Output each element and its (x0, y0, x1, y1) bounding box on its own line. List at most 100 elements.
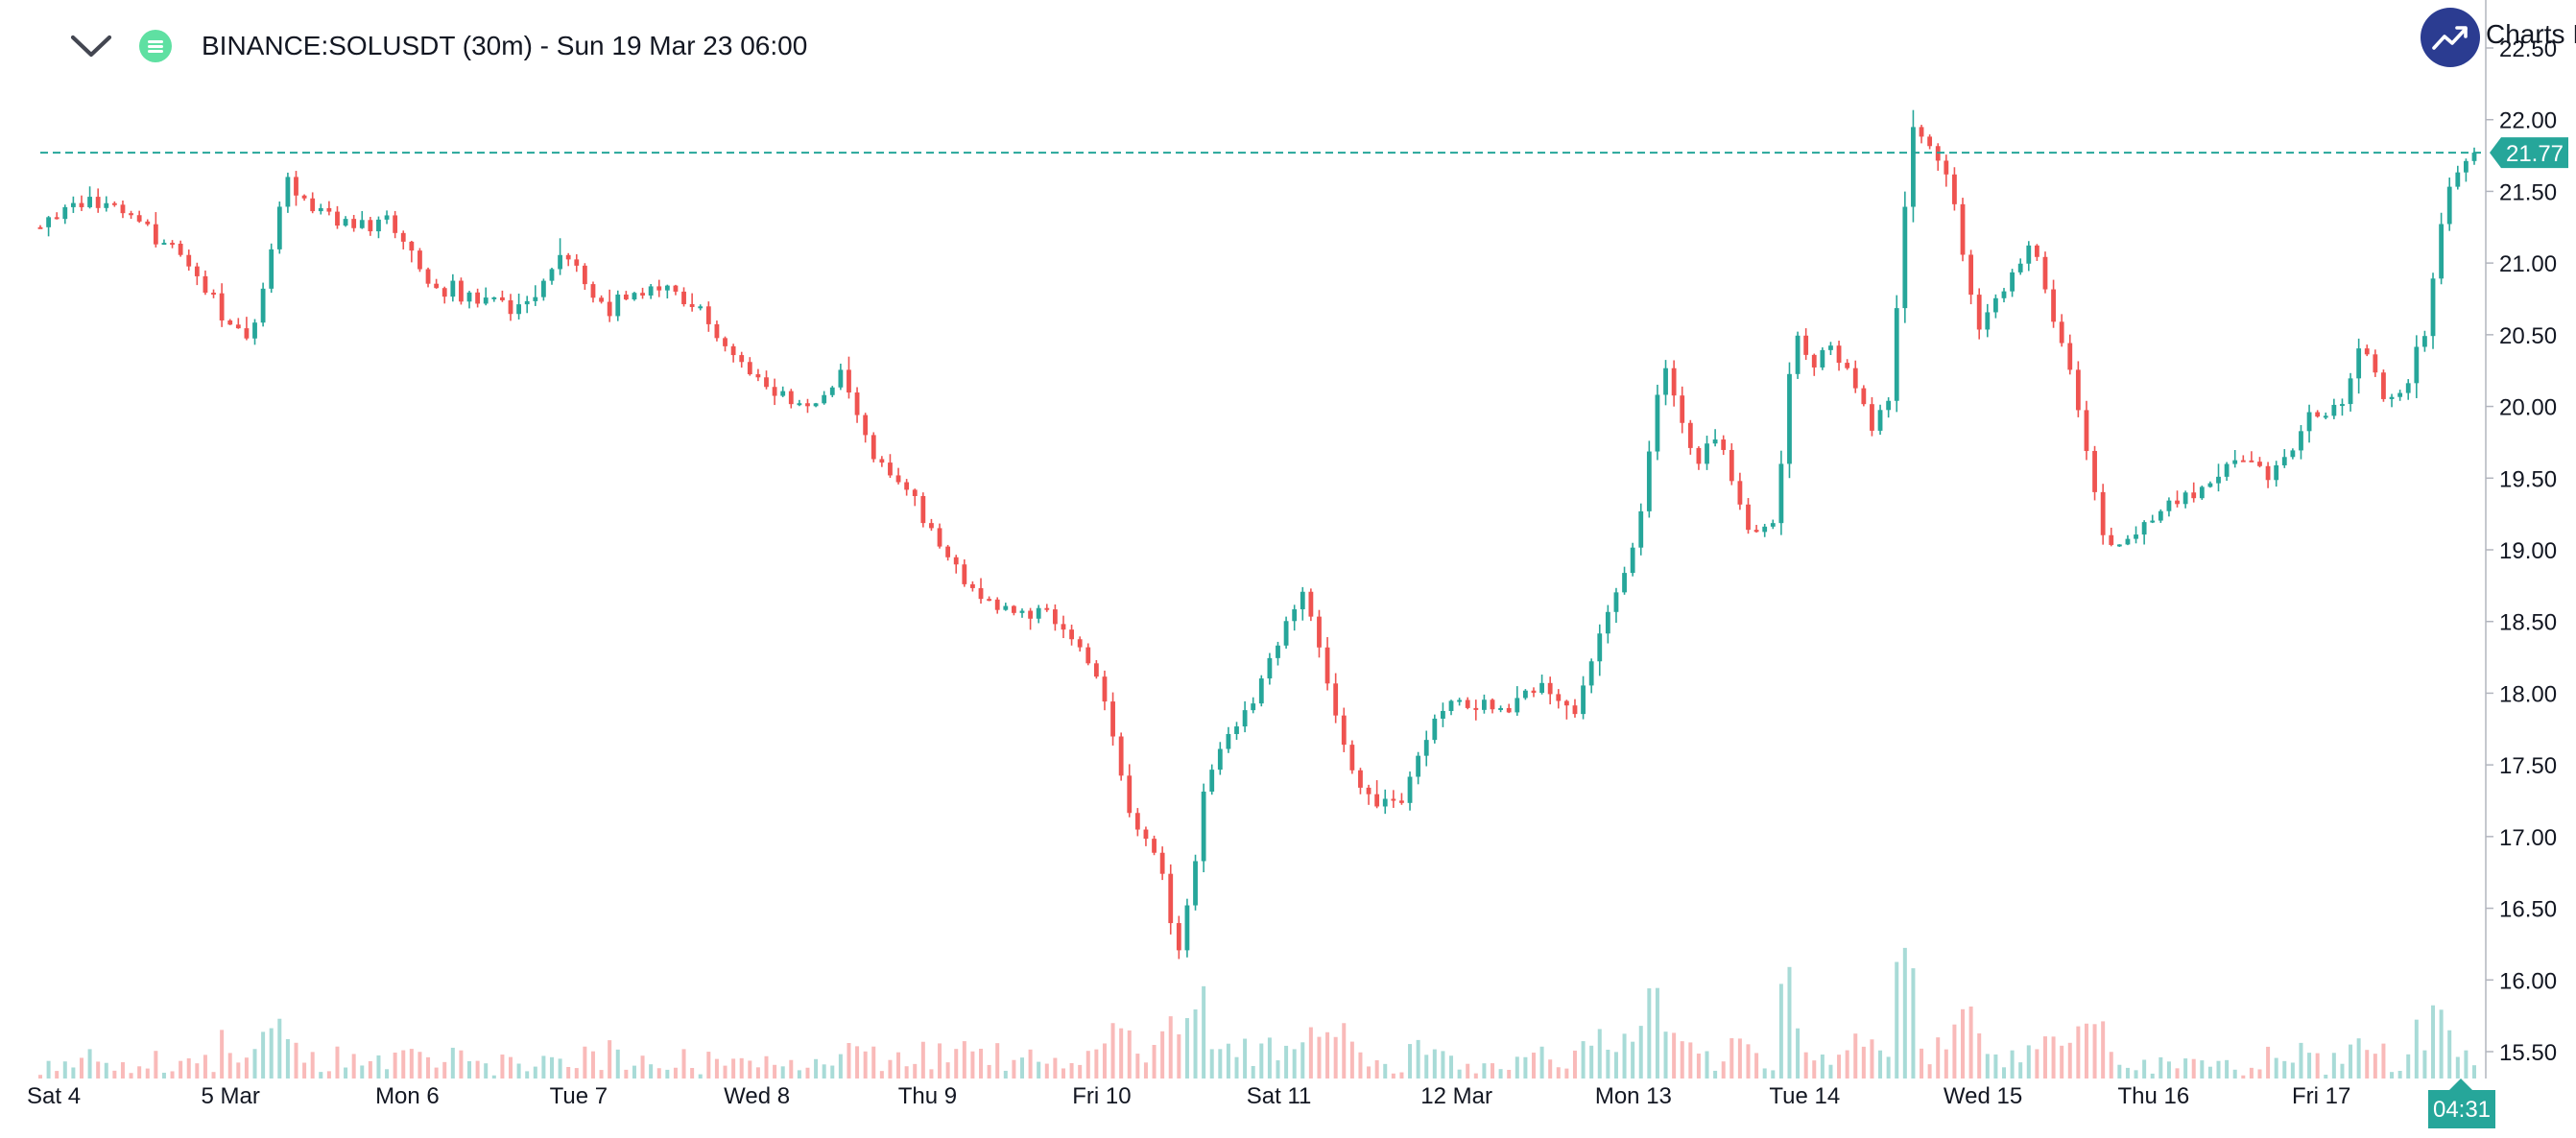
candle-body (929, 523, 934, 529)
volume-bar (583, 1046, 587, 1079)
candle-body (186, 254, 192, 267)
volume-bar (1647, 988, 1652, 1079)
candle-body (136, 215, 142, 222)
volume-bar (2249, 1067, 2254, 1079)
volume-bar (1259, 1043, 1264, 1079)
volume-bar (2191, 1058, 2196, 1079)
volume-bar (1457, 1069, 1462, 1079)
volume-bar (1952, 1024, 1957, 1079)
volume-bar (1936, 1037, 1941, 1079)
candle-body (1753, 530, 1759, 533)
candle-body (326, 207, 332, 212)
volume-bar (1993, 1054, 1998, 1079)
y-tick-label: 16.00 (2499, 968, 2557, 994)
candle-body (1184, 905, 1190, 951)
candle-body (1746, 504, 1751, 531)
candle-body (970, 583, 975, 588)
candle-body (2141, 522, 2147, 535)
volume-bar (2282, 1060, 2287, 1079)
last-price-label: 21.77 (2506, 141, 2564, 167)
volume-bar (459, 1050, 464, 1079)
volume-bar (1837, 1055, 1842, 1079)
candle-body (2134, 534, 2138, 539)
candle-body (310, 198, 316, 212)
volume-bar (962, 1041, 966, 1079)
volume-bar (1853, 1033, 1858, 1079)
candle-body (235, 324, 241, 329)
y-tick-label: 22.50 (2499, 36, 2557, 62)
volume-bar (401, 1050, 406, 1079)
volume-bar (1432, 1049, 1437, 1079)
volume-bar (1638, 1026, 1643, 1079)
candle-body (1077, 639, 1083, 648)
volume-bar (46, 1060, 51, 1079)
chart-header: BINANCE:SOLUSDT (30m) - Sun 19 Mar 23 06… (0, 0, 2576, 96)
candle-body (1432, 718, 1438, 741)
candle-body (1680, 395, 1685, 423)
volume-bar (1556, 1067, 1561, 1079)
candle-body (1159, 852, 1165, 874)
candle-body (1787, 373, 1792, 464)
candle-body (2315, 412, 2321, 417)
candle-body (1919, 127, 1924, 137)
volume-bar (1589, 1045, 1594, 1079)
volume-bar (1349, 1041, 1354, 1079)
candle-body (1506, 707, 1512, 713)
x-tick-label: Sat 11 (1247, 1083, 1312, 1109)
candle-body (2414, 346, 2420, 384)
candle-body (1960, 203, 1966, 255)
volume-bar (302, 1062, 307, 1079)
price-axis[interactable]: 15.50 16.00 16.50 17.00 17.50 18.00 18.50 19.00… (2486, 36, 2557, 1066)
list-icon[interactable] (139, 30, 172, 62)
candle-body (978, 587, 984, 600)
volume-bar (1127, 1030, 1132, 1079)
volume-bar (62, 1061, 67, 1079)
candle-body (2348, 378, 2353, 405)
volume-bar (1284, 1045, 1289, 1079)
time-axis[interactable]: Sat 4 5 Mar Mon 6 Tue 7 Wed 8 Thu 9 Fri 10 Sat … (27, 1083, 2350, 1109)
volume-bar (1168, 1016, 1173, 1079)
volume-bar (344, 1067, 348, 1079)
volume-bar (1895, 961, 1899, 1079)
candle-body (755, 374, 761, 378)
candle-body (962, 564, 967, 584)
candle-body (590, 284, 596, 298)
candle-body (1762, 526, 1768, 533)
volume-bar (96, 1061, 101, 1079)
volume-bar (161, 1072, 166, 1079)
candle-body (1349, 745, 1355, 771)
candle-body (409, 241, 415, 251)
volume-bar (269, 1028, 274, 1079)
candle-body (1515, 698, 1520, 713)
volume-bar (434, 1067, 439, 1079)
candle-body (533, 296, 538, 301)
volume-bar (2042, 1036, 2047, 1079)
candle-body (681, 291, 686, 305)
candle-body (2249, 460, 2254, 462)
x-tick-label: Sat 4 (27, 1083, 81, 1109)
brand-logo[interactable] (2421, 8, 2480, 67)
volume-bar (2092, 1024, 2097, 1079)
volume-bar (1803, 1052, 1808, 1079)
candle-body (2092, 450, 2097, 492)
candle-body (2389, 396, 2395, 399)
volume-bar (1441, 1051, 1445, 1079)
candle-body (260, 288, 266, 323)
volume-bar (574, 1068, 579, 1079)
candle-body (285, 177, 291, 207)
volume-bar (855, 1046, 860, 1079)
volume-bar (1374, 1059, 1379, 1079)
volume-bar (2414, 1019, 2419, 1079)
volume-bar (1449, 1055, 1454, 1079)
volume-bar (1672, 1032, 1677, 1079)
candle-body (1473, 707, 1479, 710)
volume-bar (1119, 1028, 1124, 1079)
candle-body (1358, 770, 1363, 788)
volume-bar (1696, 1054, 1701, 1079)
trend-up-icon (2432, 26, 2468, 50)
volume-bar (1721, 1061, 1726, 1079)
chevron-down-icon[interactable] (69, 29, 113, 63)
candle-body (2265, 465, 2271, 481)
volume-bar (55, 1071, 60, 1079)
